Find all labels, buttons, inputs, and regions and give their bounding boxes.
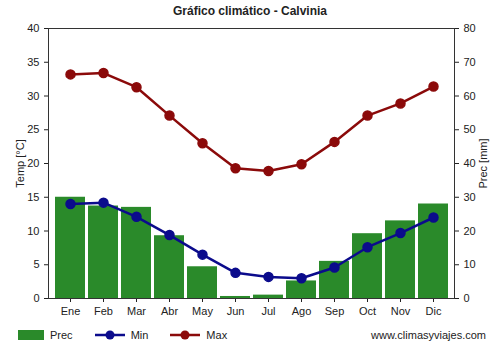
svg-text:Sep: Sep — [325, 305, 345, 317]
svg-text:Feb: Feb — [94, 305, 113, 317]
svg-text:Abr: Abr — [161, 305, 178, 317]
svg-text:50: 50 — [464, 123, 476, 135]
svg-text:25: 25 — [27, 123, 39, 135]
svg-text:Jul: Jul — [261, 305, 275, 317]
svg-text:Dic: Dic — [426, 305, 442, 317]
svg-text:70: 70 — [464, 56, 476, 68]
svg-text:15: 15 — [27, 191, 39, 203]
svg-text:Mar: Mar — [127, 305, 146, 317]
svg-text:Ago: Ago — [292, 305, 312, 317]
html-text:Prec: Prec — [50, 329, 73, 341]
svg-text:Oct: Oct — [359, 305, 376, 317]
svg-text:60: 60 — [464, 90, 476, 102]
svg-text:May: May — [192, 305, 213, 317]
svg-text:Prec [mm]: Prec [mm] — [477, 138, 489, 188]
svg-text:40: 40 — [27, 22, 39, 34]
html-text:Max: Max — [206, 329, 228, 341]
svg-text:Ene: Ene — [61, 305, 81, 317]
svg-text:10: 10 — [464, 258, 476, 270]
svg-text:40: 40 — [464, 157, 476, 169]
html-text:www.climasyviajes.com: www.climasyviajes.com — [371, 329, 486, 341]
svg-text:10: 10 — [27, 225, 39, 237]
svg-text:0: 0 — [464, 292, 470, 304]
svg-text:80: 80 — [464, 22, 476, 34]
svg-text:20: 20 — [27, 157, 39, 169]
svg-text:5: 5 — [33, 258, 39, 270]
svg-text:20: 20 — [464, 225, 476, 237]
svg-text:35: 35 — [27, 56, 39, 68]
svg-text:0: 0 — [33, 292, 39, 304]
svg-text:Jun: Jun — [227, 305, 245, 317]
svg-text:Nov: Nov — [391, 305, 411, 317]
html-text:Min: Min — [130, 329, 149, 341]
svg-text:Temp [°C]: Temp [°C] — [14, 139, 26, 187]
svg-text:30: 30 — [464, 191, 476, 203]
svg-text:30: 30 — [27, 90, 39, 102]
html-text:Gráfico climático - Calvinia: Gráfico climático - Calvinia — [173, 4, 327, 18]
